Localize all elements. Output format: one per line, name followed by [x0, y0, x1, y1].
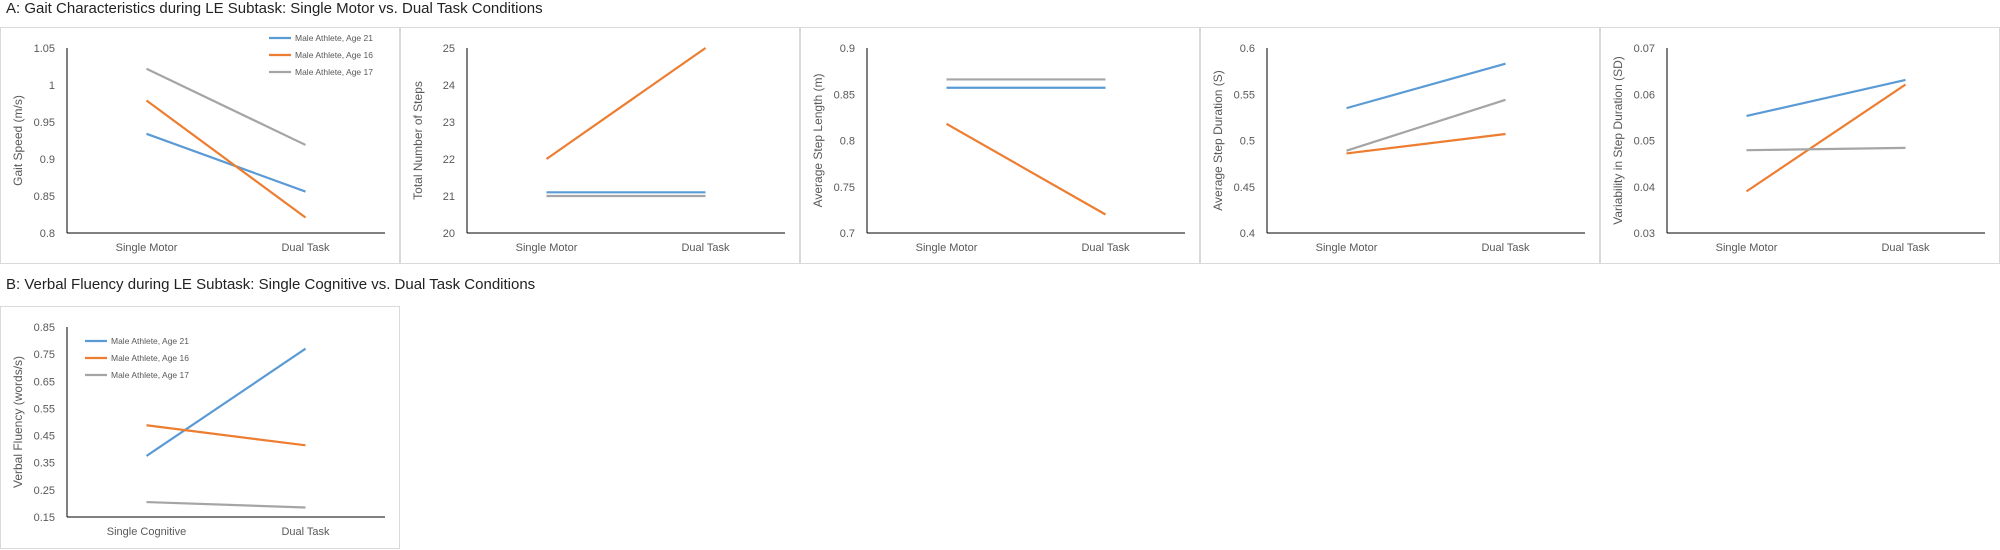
- series-line: [145, 99, 307, 219]
- y-tick-label: 0.03: [1634, 228, 1655, 240]
- series-line: [145, 347, 307, 457]
- y-tick-label: 23: [443, 117, 455, 129]
- y-tick-label: 0.45: [1234, 182, 1255, 194]
- y-tick-label: 0.75: [834, 182, 855, 194]
- y-tick-label: 0.85: [34, 191, 55, 203]
- x-tick-label: Dual Task: [1481, 242, 1530, 254]
- y-tick-label: 0.75: [34, 349, 55, 361]
- chart-panel-step-duration: 0.4 0.45 0.5 0.55 0.6 Single Motor Dual Task Av…: [1200, 27, 1600, 264]
- gait-speed-chart: 0.8 0.85 0.9 0.95 1 1.05 Single Motor Dual Task…: [11, 33, 385, 254]
- y-tick-label: 0.35: [34, 458, 55, 470]
- y-axis-label: Variability in Step Duration (SD): [1611, 56, 1625, 225]
- y-tick-label: 0.55: [34, 403, 55, 415]
- y-tick-label: 0.65: [34, 376, 55, 388]
- series-line: [146, 500, 306, 509]
- step-duration-chart: 0.4 0.45 0.5 0.55 0.6 Single Motor Dual Task Av…: [1211, 43, 1585, 254]
- x-tick-label: Dual Task: [1881, 242, 1930, 254]
- y-tick-label: 22: [443, 154, 455, 166]
- y-tick-label: 0.8: [840, 136, 855, 148]
- series-line: [146, 132, 306, 193]
- series-line: [1746, 146, 1906, 152]
- series-line: [1745, 83, 1907, 193]
- series-line: [1346, 98, 1506, 152]
- chart-panel-gait-speed: 0.8 0.85 0.9 0.95 1 1.05 Single Motor Dual Task…: [0, 27, 400, 264]
- y-tick-label: 21: [443, 191, 455, 203]
- series-line: [1346, 62, 1506, 110]
- y-tick-label: 0.25: [34, 485, 55, 497]
- y-tick-label: 0.6: [1240, 43, 1255, 55]
- y-tick-label: 0.05: [1634, 136, 1655, 148]
- total-steps-chart: 20 21 22 23 24 25 Single Motor Dual Task Total N…: [411, 43, 785, 254]
- x-tick-label: Single Motor: [1716, 242, 1778, 254]
- y-tick-label: 20: [443, 228, 455, 240]
- y-tick-label: 0.8: [40, 228, 55, 240]
- series-line: [146, 67, 306, 146]
- y-axis-label: Average Step Length (m): [811, 74, 825, 208]
- legend-label: Male Athlete, Age 21: [295, 33, 373, 43]
- x-tick-label: Dual Task: [681, 242, 730, 254]
- legend-label: Male Athlete, Age 16: [295, 50, 373, 60]
- y-tick-label: 1.05: [34, 43, 55, 55]
- x-tick-label: Single Motor: [516, 242, 578, 254]
- x-tick-label: Dual Task: [1081, 242, 1130, 254]
- y-tick-label: 0.7: [840, 228, 855, 240]
- y-tick-label: 0.4: [1240, 228, 1255, 240]
- series-line: [1346, 132, 1506, 155]
- y-tick-label: 0.9: [40, 154, 55, 166]
- chart-panel-verbal-fluency: 0.15 0.25 0.35 0.45 0.55 0.65 0.75 0.85 Single C…: [0, 306, 400, 549]
- y-tick-label: 0.5: [1240, 136, 1255, 148]
- y-tick-label: 0.04: [1634, 182, 1655, 194]
- y-tick-label: 0.9: [840, 43, 855, 55]
- chart-panel-total-steps: 20 21 22 23 24 25 Single Motor Dual Task Total N…: [400, 27, 800, 264]
- y-tick-label: 0.95: [34, 117, 55, 129]
- x-tick-label: Single Motor: [116, 242, 178, 254]
- y-tick-label: 0.15: [34, 512, 55, 524]
- y-tick-label: 1: [49, 80, 55, 92]
- y-axis-label: Gait Speed (m/s): [11, 95, 25, 186]
- y-tick-label: 24: [443, 80, 455, 92]
- series-line: [545, 47, 707, 160]
- legend-label: Male Athlete, Age 17: [111, 370, 189, 380]
- y-tick-label: 0.45: [34, 431, 55, 443]
- x-tick-label: Single Motor: [1316, 242, 1378, 254]
- x-tick-label: Single Motor: [916, 242, 978, 254]
- series-line: [945, 122, 1107, 216]
- section-b-title: B: Verbal Fluency during LE Subtask: Sin…: [6, 276, 536, 293]
- y-tick-label: 0.85: [834, 89, 855, 101]
- chart-panel-step-variability: 0.03 0.04 0.05 0.06 0.07 Single Motor Dual Tas…: [1600, 27, 2000, 264]
- verbal-fluency-chart: 0.15 0.25 0.35 0.45 0.55 0.65 0.75 0.85 Single C…: [11, 322, 385, 538]
- y-tick-label: 25: [443, 43, 455, 55]
- y-tick-label: 0.06: [1634, 89, 1655, 101]
- x-tick-label: Dual Task: [281, 526, 330, 538]
- legend-label: Male Athlete, Age 21: [111, 336, 189, 346]
- y-tick-label: 0.55: [1234, 89, 1255, 101]
- series-line: [1746, 78, 1906, 118]
- chart-panel-step-length: 0.7 0.75 0.8 0.85 0.9 Single Motor Dual Task Av…: [800, 27, 1200, 264]
- step-length-chart: 0.7 0.75 0.8 0.85 0.9 Single Motor Dual Task Av…: [811, 43, 1185, 254]
- section-a-title: A: Gait Characteristics during LE Subtas…: [6, 0, 543, 17]
- legend-label: Male Athlete, Age 16: [111, 353, 189, 363]
- x-tick-label: Dual Task: [281, 242, 330, 254]
- y-axis-label: Verbal Fluency (words/s): [11, 356, 25, 488]
- legend-label: Male Athlete, Age 17: [295, 67, 373, 77]
- y-axis-label: Average Step Duration (S): [1211, 70, 1225, 211]
- x-tick-label: Single Cognitive: [107, 526, 187, 538]
- y-tick-label: 0.07: [1634, 43, 1655, 55]
- step-variability-chart: 0.03 0.04 0.05 0.06 0.07 Single Motor Dual Tas…: [1611, 43, 1985, 254]
- y-tick-label: 0.85: [34, 322, 55, 334]
- y-axis-label: Total Number of Steps: [411, 81, 425, 200]
- series-line: [146, 424, 306, 447]
